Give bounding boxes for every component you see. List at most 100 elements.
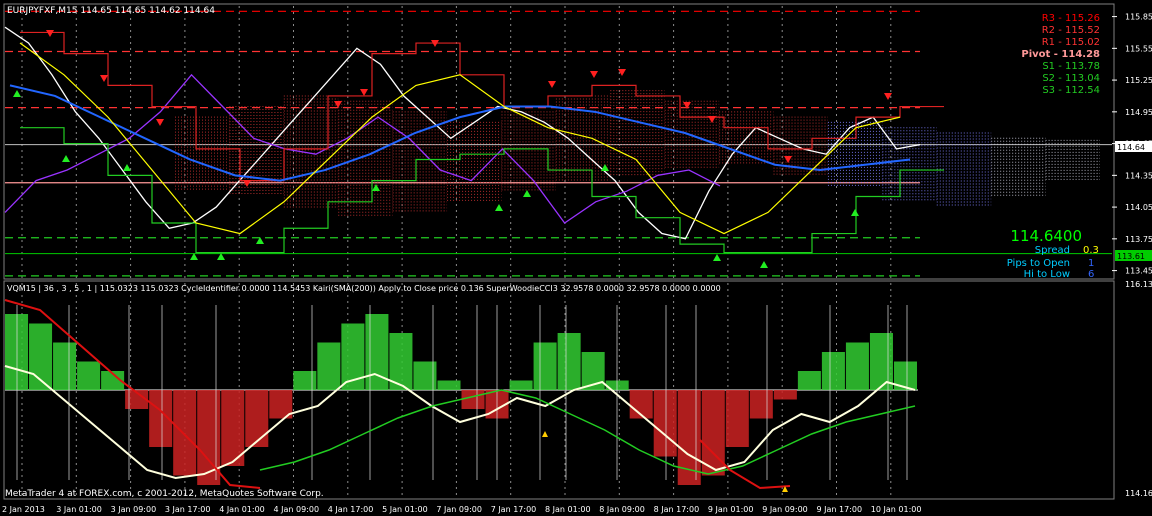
price-series (4, 26, 944, 254)
x-tick-label: 8 Jan 01:00 (545, 505, 591, 514)
histogram-bar (773, 390, 797, 400)
buy-arrow-icon (123, 164, 131, 171)
x-tick-label: 4 Jan 17:00 (328, 505, 374, 514)
x-tick-label: 8 Jan 17:00 (654, 505, 700, 514)
x-tick-label: 3 Jan 09:00 (111, 505, 157, 514)
cycle-spikes (16, 305, 908, 480)
indicator-axis: 116.13 114.16 (1125, 280, 1152, 498)
sell-arrow-icon (334, 101, 342, 108)
pivot-label: R3 - 115.26 (1042, 13, 1100, 24)
histogram-bar (869, 333, 893, 390)
histogram-bar (749, 390, 773, 419)
indicator-series (4, 299, 916, 492)
histogram-bar (221, 390, 245, 466)
x-tick-label: 10 Jan 01:00 (871, 505, 922, 514)
spread-value: 0.3 (1083, 245, 1099, 256)
buy-arrow-icon (713, 254, 721, 261)
price-panel-title: EURJPYFXF,M15 114.65 114.65 114.62 114.6… (7, 6, 215, 16)
x-tick-label: 4 Jan 01:00 (219, 505, 265, 514)
histogram-bar (125, 390, 149, 409)
y-tick-label: 113.45 (1125, 267, 1152, 276)
indicator-panel-frame (3, 280, 1115, 500)
histogram-bar (821, 352, 845, 390)
x-tick-label: 9 Jan 09:00 (762, 505, 808, 514)
current-price-readout: 114.6400 (1010, 227, 1082, 245)
pivot-label: S3 - 112.54 (1042, 85, 1100, 96)
moving-average-blue (9, 84, 911, 182)
info-box: 114.6400 Spread 0.3 Pips to Open 1 Hi to… (1007, 227, 1099, 280)
histogram-bar (437, 380, 461, 390)
histogram-bar (197, 390, 221, 485)
histogram-bars (5, 314, 917, 485)
sell-arrow-icon (708, 116, 716, 123)
sell-arrow-icon (683, 102, 691, 109)
indicator-panel-title: VQM15 | 36 , 3 , 5 , 1 | 115.0323 115.03… (7, 284, 721, 293)
pivot-label: S1 - 113.78 (1042, 61, 1100, 72)
signal-arrow-icon (782, 486, 788, 492)
price-panel-frame (3, 3, 1115, 280)
x-tick-label: 2 Jan 2013 (2, 505, 45, 514)
x-tick-label: 5 Jan 01:00 (382, 505, 428, 514)
x-tick-label: 7 Jan 17:00 (491, 505, 537, 514)
signal-arrows (13, 30, 892, 268)
histogram-bar (797, 371, 821, 390)
buy-arrow-icon (851, 209, 859, 216)
resistance-channel (20, 31, 944, 182)
buy-arrow-icon (372, 184, 380, 191)
buy-arrow-icon (601, 164, 609, 171)
buy-arrow-icon (495, 204, 503, 211)
y-tick-label: 116.13 (1125, 280, 1152, 289)
buy-arrow-icon (256, 237, 264, 244)
buy-arrow-icon (13, 90, 21, 97)
series-close (4, 26, 921, 240)
histogram-bar (365, 314, 389, 390)
sell-arrow-icon (548, 81, 556, 88)
histogram-bar (269, 390, 293, 419)
sell-arrow-icon (431, 40, 439, 47)
x-tick-label: 9 Jan 01:00 (708, 505, 754, 514)
x-tick-label: 7 Jan 09:00 (436, 505, 482, 514)
x-tick-label: 4 Jan 09:00 (274, 505, 320, 514)
y-tick-label: 115.55 (1125, 44, 1152, 53)
histogram-bar (509, 380, 533, 390)
y-tick-label: 114.95 (1125, 108, 1152, 117)
x-tick-label: 9 Jan 17:00 (817, 505, 863, 514)
x-tick-label: 8 Jan 09:00 (599, 505, 645, 514)
lower-price-marker (1115, 250, 1152, 261)
series-white-line (4, 365, 916, 480)
histogram-bar (701, 390, 725, 476)
histogram-bar (581, 352, 605, 390)
pips-to-open-value: 1 (1088, 258, 1094, 269)
moving-average-yellow (19, 42, 901, 235)
histogram-bar (173, 390, 197, 476)
histogram-bar (317, 342, 341, 390)
lower-price-label: 113.61 (1117, 252, 1145, 261)
buy-arrow-icon (760, 261, 768, 268)
histogram-bar (557, 333, 581, 390)
histogram-bar (149, 390, 173, 447)
histogram-bar (245, 390, 269, 447)
pips-to-open-label: Pips to Open (1007, 258, 1070, 269)
histogram-bar (101, 371, 125, 390)
histogram-bar (77, 361, 101, 390)
pivot-label: S2 - 113.04 (1042, 73, 1100, 84)
hi-to-low-value: 6 (1088, 269, 1094, 280)
support-channel (20, 127, 944, 254)
y-tick-label: 114.05 (1125, 203, 1152, 212)
histogram-bar (533, 342, 557, 390)
sell-arrow-icon (360, 89, 368, 96)
series-cci (4, 73, 721, 224)
buy-arrow-icon (190, 253, 198, 260)
buy-arrow-icon (523, 190, 531, 197)
histogram-bar (389, 333, 413, 390)
histogram-bar (677, 390, 701, 485)
x-tick-label: 3 Jan 01:00 (56, 505, 102, 514)
histogram-bar (413, 361, 437, 390)
histogram-bar (53, 342, 77, 390)
sell-arrow-icon (243, 180, 251, 187)
y-tick-label: 115.25 (1125, 76, 1152, 85)
pivot-label: R2 - 115.52 (1042, 25, 1100, 36)
indicator-panel: 116.13 114.16 VQM15 | 36 , 3 , 5 , 1 | 11… (3, 280, 1152, 500)
histogram-bar (29, 323, 53, 390)
